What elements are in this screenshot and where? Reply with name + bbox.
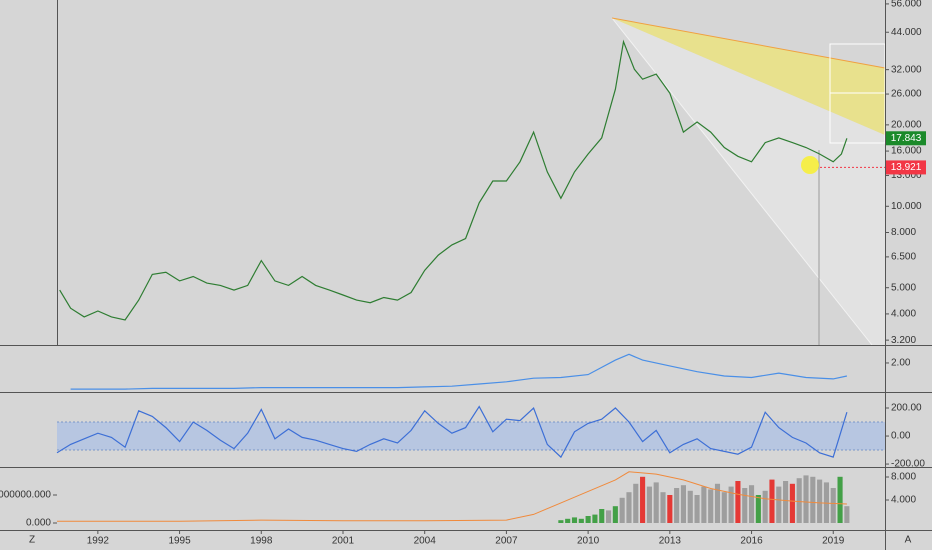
volume-bar — [626, 492, 632, 523]
line — [59, 39, 848, 321]
x-tick-label: 2013 — [659, 536, 682, 547]
volume-bar — [667, 494, 673, 523]
y-tick-label: 10.000 — [891, 201, 922, 212]
x-tick-label: 2007 — [495, 536, 518, 547]
volume-bar — [578, 518, 584, 523]
volume-bar — [769, 479, 775, 523]
y-tick-label: 4.000 — [891, 309, 916, 320]
volume-bar — [748, 485, 755, 523]
volume-bar — [762, 490, 768, 523]
volume-bar — [558, 520, 564, 523]
y-tick-label: 8.000 — [891, 472, 916, 483]
volume-bar — [810, 476, 816, 523]
volume-bar — [714, 483, 721, 523]
volume-bar — [612, 506, 618, 523]
volume-bar — [680, 485, 687, 523]
y-tick-label: 200.00 — [891, 403, 922, 414]
x-tick-label: 2010 — [577, 536, 600, 547]
volume-bar — [789, 483, 795, 523]
volume-bar — [803, 475, 809, 523]
y-tick-label: 3.200 — [891, 335, 916, 346]
x-tick-label: 2019 — [822, 536, 845, 547]
volume-bar — [817, 479, 823, 523]
volume-bar — [653, 482, 659, 523]
volume-bar — [592, 514, 598, 523]
volume-bar — [605, 510, 612, 523]
y-tick-label: 2000000.000 — [0, 490, 51, 501]
volume-bar — [585, 515, 591, 523]
volume-bar — [776, 486, 782, 523]
highlight — [801, 156, 819, 174]
volume-bar — [687, 490, 693, 523]
line — [56, 405, 848, 459]
volume-bar — [660, 492, 666, 523]
level-box — [886, 160, 926, 175]
x-tick-label: 1995 — [168, 536, 191, 547]
volume-bar — [599, 508, 605, 523]
x-tick-label: 2016 — [740, 536, 763, 547]
y-tick-label: 32.000 — [891, 64, 922, 75]
y-tick-label: 4.000 — [891, 495, 916, 506]
volume-bar — [701, 486, 707, 523]
volume-bar — [708, 489, 714, 523]
volume-bar — [640, 476, 646, 523]
button-z[interactable]: Z — [29, 535, 35, 546]
level-label: 13.921 — [891, 162, 922, 173]
y-tick-label: 0.00 — [891, 431, 911, 442]
button-a[interactable]: A — [905, 535, 912, 546]
volume-bar — [565, 518, 571, 523]
volume-bar — [694, 494, 700, 523]
overlay-line — [57, 471, 847, 522]
volume-bar — [646, 486, 652, 523]
volume-bar — [796, 478, 802, 523]
y-tick-label: 8.000 — [891, 227, 916, 238]
volume-bar — [633, 483, 639, 523]
fan-edge — [611, 17, 873, 346]
last-price-box — [886, 131, 926, 146]
y-tick-label: -200.00 — [891, 459, 925, 470]
volume-bar — [571, 517, 578, 523]
volume-bar — [837, 476, 843, 523]
last-price-label: 17.843 — [891, 133, 922, 144]
y-tick-label: 56.000 — [891, 0, 922, 10]
x-tick-label: 1998 — [250, 536, 273, 547]
x-tick-label: 2001 — [332, 536, 355, 547]
volume-bar — [755, 494, 761, 523]
volume-bar — [783, 480, 789, 523]
y-tick-label: 0.000 — [26, 518, 51, 529]
y-tick-label: 13.000 — [891, 170, 922, 181]
volume-bar — [619, 497, 625, 523]
volume-bar — [728, 486, 734, 523]
y-tick-label: 26.000 — [891, 89, 922, 100]
y-tick-label: 20.000 — [891, 120, 922, 131]
line — [70, 353, 848, 390]
y-tick-label: 5.000 — [891, 282, 916, 293]
x-tick-label: 1992 — [87, 536, 110, 547]
y-tick-label: 16.000 — [891, 146, 922, 157]
x-tick-label: 2004 — [414, 536, 437, 547]
volume-bar — [830, 487, 836, 523]
y-tick-label: 2.00 — [891, 358, 911, 369]
cci-band — [57, 422, 885, 451]
y-tick-label: 6.500 — [891, 252, 916, 263]
fan-yellow — [612, 18, 885, 135]
volume-bar — [844, 506, 850, 523]
fan-gray — [612, 18, 885, 345]
volume-bar — [674, 487, 680, 523]
volume-bar — [721, 492, 727, 523]
volume-bar — [742, 487, 748, 523]
y-tick-label: 44.000 — [891, 27, 922, 38]
fan-edge — [611, 17, 886, 69]
volume-bar — [735, 480, 741, 523]
